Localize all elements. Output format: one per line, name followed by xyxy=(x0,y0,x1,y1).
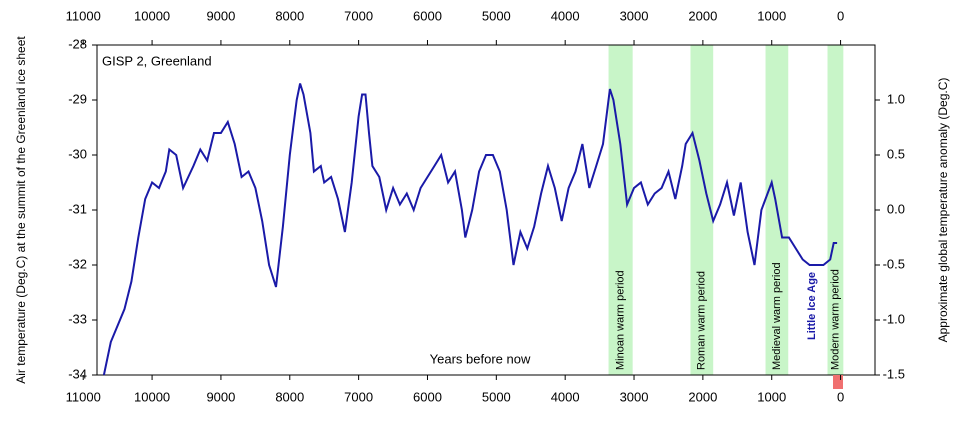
y2-tick-label: 0.5 xyxy=(887,146,905,161)
x-tick-label-top: 8000 xyxy=(275,8,304,23)
x-tick-label: 2000 xyxy=(688,389,717,404)
y2-axis-label: Approximate global temperature anomaly (… xyxy=(936,78,950,343)
y2-tick-label: -1.5 xyxy=(883,366,905,381)
x-tick-label-top: 9000 xyxy=(206,8,235,23)
marker xyxy=(833,375,843,389)
period-label: Medieval warm period xyxy=(771,262,783,370)
period-band xyxy=(827,45,844,375)
y2-tick-label: -0.5 xyxy=(883,256,905,271)
x-tick-label: 0 xyxy=(837,389,844,404)
period-label: Modern warm period xyxy=(829,269,841,370)
y2-tick-label: 0.0 xyxy=(887,201,905,216)
x-tick-label: 4000 xyxy=(551,389,580,404)
y-tick-label: -29 xyxy=(68,91,87,106)
y2-tick-label: -1.0 xyxy=(883,311,905,326)
period-label: Minoan warm period xyxy=(615,270,627,370)
x-axis-label: Years before now xyxy=(430,351,531,366)
x-tick-label-top: 3000 xyxy=(620,8,649,23)
series-line xyxy=(102,83,838,376)
y-tick-label: -31 xyxy=(68,201,87,216)
y-tick-label: -28 xyxy=(68,36,87,51)
x-tick-label: 11000 xyxy=(66,389,101,404)
x-tick-label-top: 4000 xyxy=(551,8,580,23)
y-axis-label: Air temperature (Deg.C) at the summit of… xyxy=(14,36,28,384)
y2-tick-label: 1.0 xyxy=(887,91,905,106)
x-tick-label: 9000 xyxy=(206,389,235,404)
x-tick-label: 7000 xyxy=(344,389,373,404)
x-tick-label-top: 1000 xyxy=(757,8,786,23)
x-tick-label-top: 7000 xyxy=(344,8,373,23)
x-tick-label: 10000 xyxy=(134,389,170,404)
y-tick-label: -34 xyxy=(68,366,87,381)
x-tick-label: 6000 xyxy=(413,389,442,404)
x-tick-label: 1000 xyxy=(757,389,786,404)
period-label: Roman warm period xyxy=(696,271,708,370)
x-tick-label-top: 2000 xyxy=(688,8,717,23)
y-tick-label: -30 xyxy=(68,146,87,161)
chart-title: GISP 2, Greenland xyxy=(102,53,212,68)
x-tick-label-top: 11000 xyxy=(66,8,101,23)
x-tick-label: 3000 xyxy=(620,389,649,404)
x-tick-label-top: 5000 xyxy=(482,8,511,23)
x-tick-label-top: 6000 xyxy=(413,8,442,23)
x-tick-label: 5000 xyxy=(482,389,511,404)
period-band xyxy=(690,45,714,375)
y-tick-label: -33 xyxy=(68,311,87,326)
plot-frame xyxy=(96,44,876,376)
x-tick-label-top: 0 xyxy=(837,8,844,23)
x-tick-label-top: 10000 xyxy=(134,8,170,23)
y-tick-label: -32 xyxy=(68,256,87,271)
x-tick-label: 8000 xyxy=(275,389,304,404)
annotation: Little Ice Age xyxy=(806,272,818,340)
